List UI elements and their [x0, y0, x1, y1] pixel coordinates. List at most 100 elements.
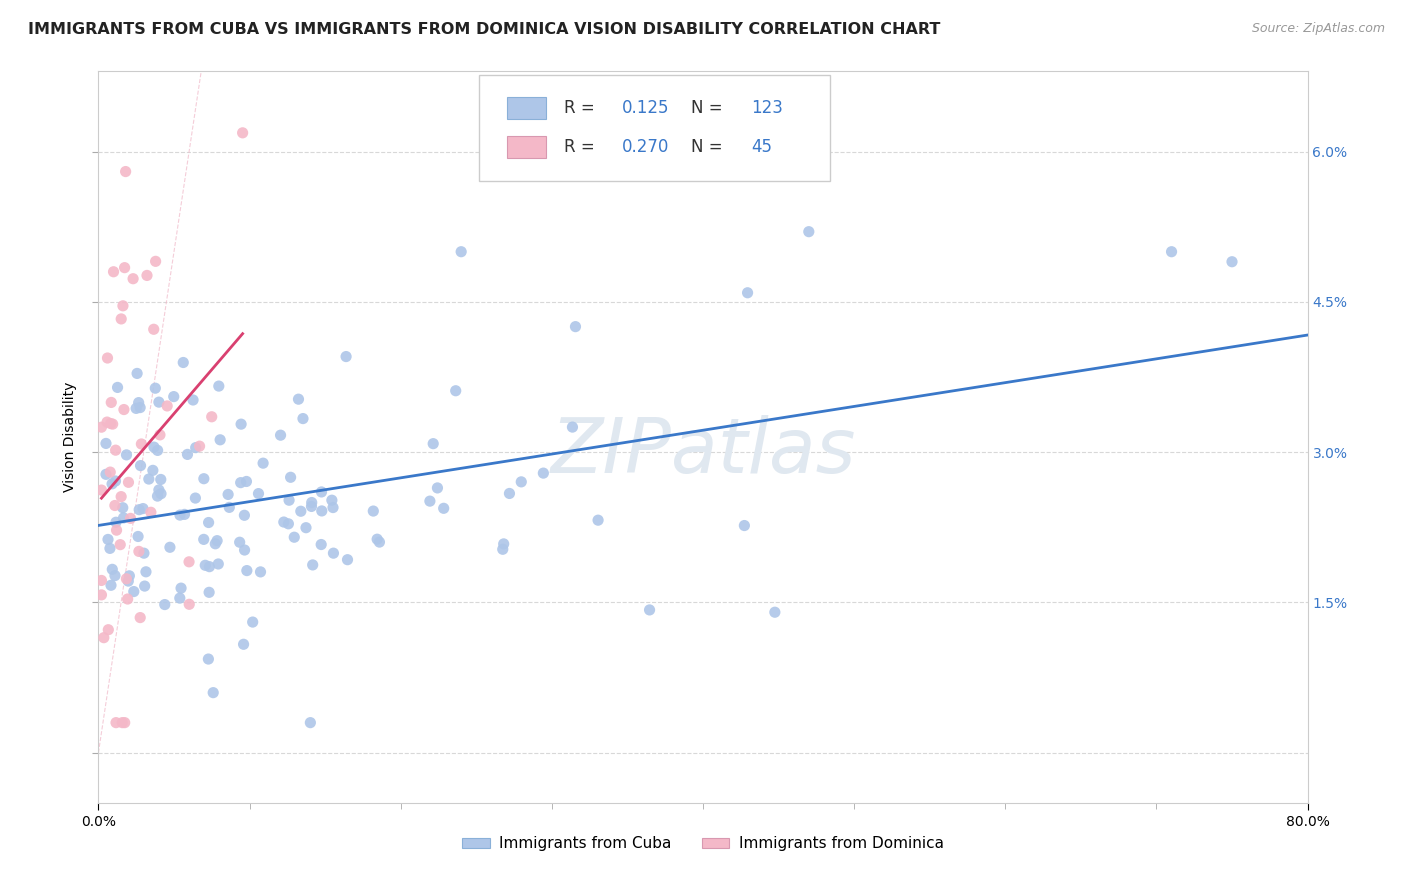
- Point: [301, 500, 323, 514]
- Point: [142, 463, 165, 477]
- Point: [277, 516, 299, 531]
- Point: [97, 623, 120, 637]
- Point: [115, 448, 138, 462]
- Point: [280, 470, 302, 484]
- Point: [232, 637, 254, 651]
- Point: [118, 569, 141, 583]
- Point: [235, 475, 257, 489]
- Point: [156, 399, 179, 413]
- Point: [173, 508, 195, 522]
- Point: [134, 579, 156, 593]
- Point: [299, 715, 322, 730]
- FancyBboxPatch shape: [508, 136, 546, 158]
- Point: [184, 491, 207, 505]
- Point: [177, 555, 200, 569]
- Point: [207, 557, 229, 571]
- Point: [733, 518, 755, 533]
- Point: [564, 319, 586, 334]
- Point: [159, 541, 181, 555]
- Point: [301, 558, 323, 572]
- Point: [510, 475, 533, 489]
- Point: [148, 483, 170, 497]
- Point: [125, 401, 148, 416]
- Point: [433, 501, 456, 516]
- Point: [128, 395, 150, 409]
- Point: [101, 476, 124, 491]
- Point: [228, 535, 250, 549]
- Point: [129, 401, 152, 415]
- Point: [531, 466, 554, 480]
- Point: [368, 535, 391, 549]
- Point: [763, 605, 786, 619]
- Point: [104, 443, 127, 458]
- Text: ZIPatlas: ZIPatlas: [550, 415, 856, 489]
- Legend: Immigrants from Cuba, Immigrants from Dominica: Immigrants from Cuba, Immigrants from Do…: [457, 830, 949, 857]
- Point: [153, 598, 176, 612]
- Point: [122, 584, 145, 599]
- Point: [184, 441, 207, 455]
- Text: 123: 123: [751, 99, 783, 117]
- Point: [204, 537, 226, 551]
- Point: [492, 537, 515, 551]
- Point: [104, 515, 127, 529]
- Point: [105, 715, 128, 730]
- Point: [110, 490, 132, 504]
- Point: [110, 538, 132, 552]
- Point: [291, 411, 314, 425]
- Text: IMMIGRANTS FROM CUBA VS IMMIGRANTS FROM DOMINICA VISION DISABILITY CORRELATION C: IMMIGRANTS FROM CUBA VS IMMIGRANTS FROM …: [28, 22, 941, 37]
- Point: [97, 533, 120, 547]
- Point: [321, 493, 343, 508]
- Point: [93, 631, 115, 645]
- Point: [135, 565, 157, 579]
- Text: R =: R =: [564, 137, 600, 156]
- Point: [295, 521, 318, 535]
- Point: [143, 440, 166, 454]
- Point: [797, 225, 820, 239]
- Point: [1160, 244, 1182, 259]
- Point: [101, 417, 124, 431]
- Point: [498, 486, 520, 500]
- Point: [146, 489, 169, 503]
- Point: [198, 559, 221, 574]
- Point: [96, 351, 118, 365]
- Point: [90, 483, 112, 497]
- Point: [301, 495, 323, 509]
- Point: [201, 409, 224, 424]
- Point: [131, 437, 153, 451]
- Point: [107, 380, 129, 394]
- Point: [94, 436, 117, 450]
- Point: [163, 390, 186, 404]
- Point: [179, 597, 201, 611]
- Point: [426, 481, 449, 495]
- Point: [247, 486, 270, 500]
- Point: [363, 504, 385, 518]
- Point: [492, 542, 515, 557]
- Point: [311, 485, 333, 500]
- Point: [322, 546, 344, 560]
- Point: [273, 515, 295, 529]
- Point: [638, 603, 661, 617]
- Point: [309, 537, 332, 551]
- Point: [197, 652, 219, 666]
- Point: [233, 543, 256, 558]
- Point: [209, 433, 232, 447]
- Point: [205, 533, 228, 548]
- Point: [112, 511, 135, 525]
- Point: [188, 439, 211, 453]
- Point: [114, 164, 136, 178]
- Text: R =: R =: [564, 99, 600, 117]
- Point: [145, 254, 167, 268]
- Point: [111, 299, 134, 313]
- Point: [335, 350, 357, 364]
- Point: [101, 562, 124, 576]
- Point: [114, 260, 136, 275]
- Point: [104, 568, 127, 582]
- Point: [111, 500, 134, 515]
- Point: [366, 532, 388, 546]
- Point: [105, 523, 128, 537]
- Text: Source: ZipAtlas.com: Source: ZipAtlas.com: [1251, 22, 1385, 36]
- Point: [127, 529, 149, 543]
- Point: [202, 686, 225, 700]
- FancyBboxPatch shape: [479, 75, 830, 181]
- Point: [98, 541, 121, 556]
